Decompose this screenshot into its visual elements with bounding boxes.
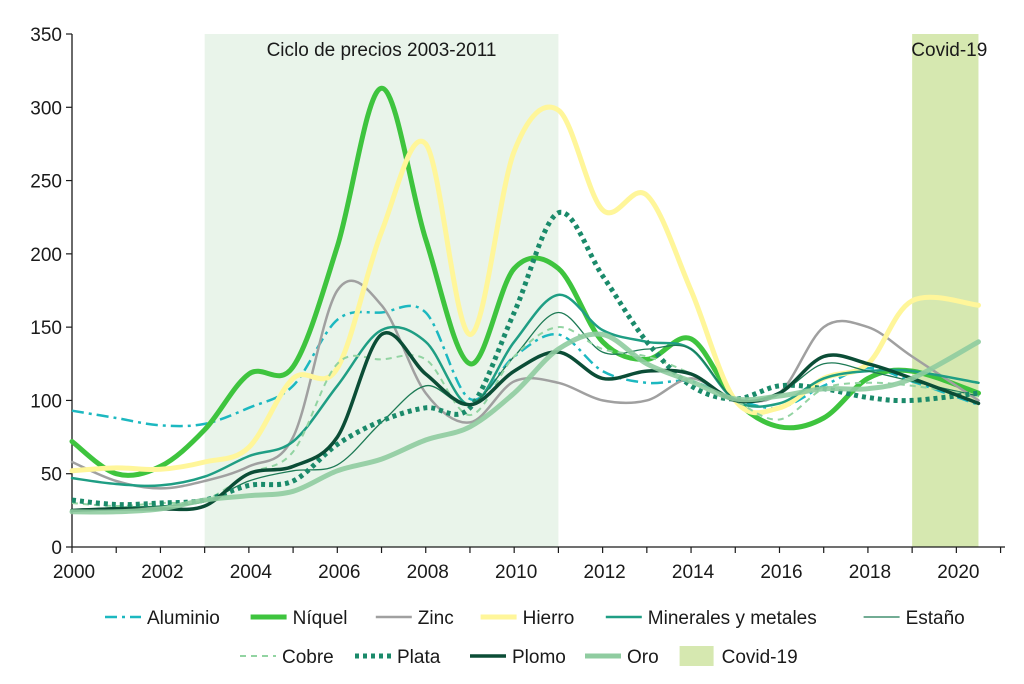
legend-label: Cobre (282, 647, 334, 668)
x-tick-label: 2012 (583, 562, 625, 583)
x-tick-label: 2008 (407, 562, 449, 583)
series-line-cobre (71, 326, 979, 507)
legend-label: Zinc (418, 608, 454, 629)
x-tick-label: 2002 (141, 562, 183, 583)
y-tick-label: 0 (51, 538, 62, 559)
series-line-aluminio (71, 304, 979, 428)
series-line-hierro (69, 104, 981, 474)
legend-item-estano: Estaño (863, 608, 965, 629)
legend-swatch (679, 646, 714, 666)
legend-item-niquel: Níquel (250, 608, 348, 629)
x-tick-label: 2016 (760, 562, 802, 583)
y-tick-label: 50 (41, 465, 62, 486)
x-tick-label: 2020 (937, 562, 979, 583)
y-tick-label: 250 (30, 172, 62, 193)
series-lines (69, 85, 981, 515)
legend-label: Aluminio (147, 608, 220, 629)
legend-label: Minerales y metales (648, 608, 817, 629)
legend-label: Hierro (523, 608, 575, 629)
legend: Aluminio Níquel Zinc Hierro Minerales y meta… (105, 608, 965, 668)
legend-item-aluminio: Aluminio (105, 608, 220, 629)
x-tick-label: 2010 (495, 562, 537, 583)
legend-label: Plomo (512, 647, 566, 668)
band-label-covid: Covid-19 (911, 40, 987, 61)
series-line-plomo (70, 331, 981, 513)
legend-item-covid-19: Covid-19 (679, 646, 798, 668)
legend-item-hierro: Hierro (480, 608, 575, 629)
legend-item-oro: Oro (585, 647, 659, 668)
series-line-oro (69, 331, 981, 515)
legend-label: Plata (397, 647, 441, 668)
series-line-zinc (70, 279, 980, 490)
y-tick-label: 100 (30, 391, 62, 412)
x-tick-label: 2006 (318, 562, 360, 583)
y-tick-label: 300 (30, 98, 62, 119)
x-tick-label: 2018 (849, 562, 891, 583)
legend-item-minerales-y-metales: Minerales y metales (605, 608, 817, 629)
legend-label: Covid-19 (722, 647, 798, 668)
y-tick-label: 350 (30, 25, 62, 46)
legend-item-cobre: Cobre (240, 647, 334, 668)
series-line-niquel (69, 85, 981, 478)
legend-item-zinc: Zinc (375, 608, 454, 629)
x-tick-label: 2004 (230, 562, 273, 583)
legend-label: Níquel (293, 608, 348, 629)
legend-item-plata: Plata (355, 647, 441, 668)
series-line-plata (71, 210, 979, 508)
band-covid (912, 34, 979, 547)
y-tick-label: 150 (30, 318, 62, 339)
legend-item-plomo: Plomo (470, 647, 566, 668)
legend-label: Oro (627, 647, 659, 668)
legend-label: Estaño (906, 608, 965, 629)
band-label-ciclo: Ciclo de precios 2003-2011 (267, 40, 497, 61)
y-tick-label: 200 (30, 245, 62, 266)
x-tick-label: 2000 (53, 562, 95, 583)
x-tick-label: 2014 (672, 562, 715, 583)
